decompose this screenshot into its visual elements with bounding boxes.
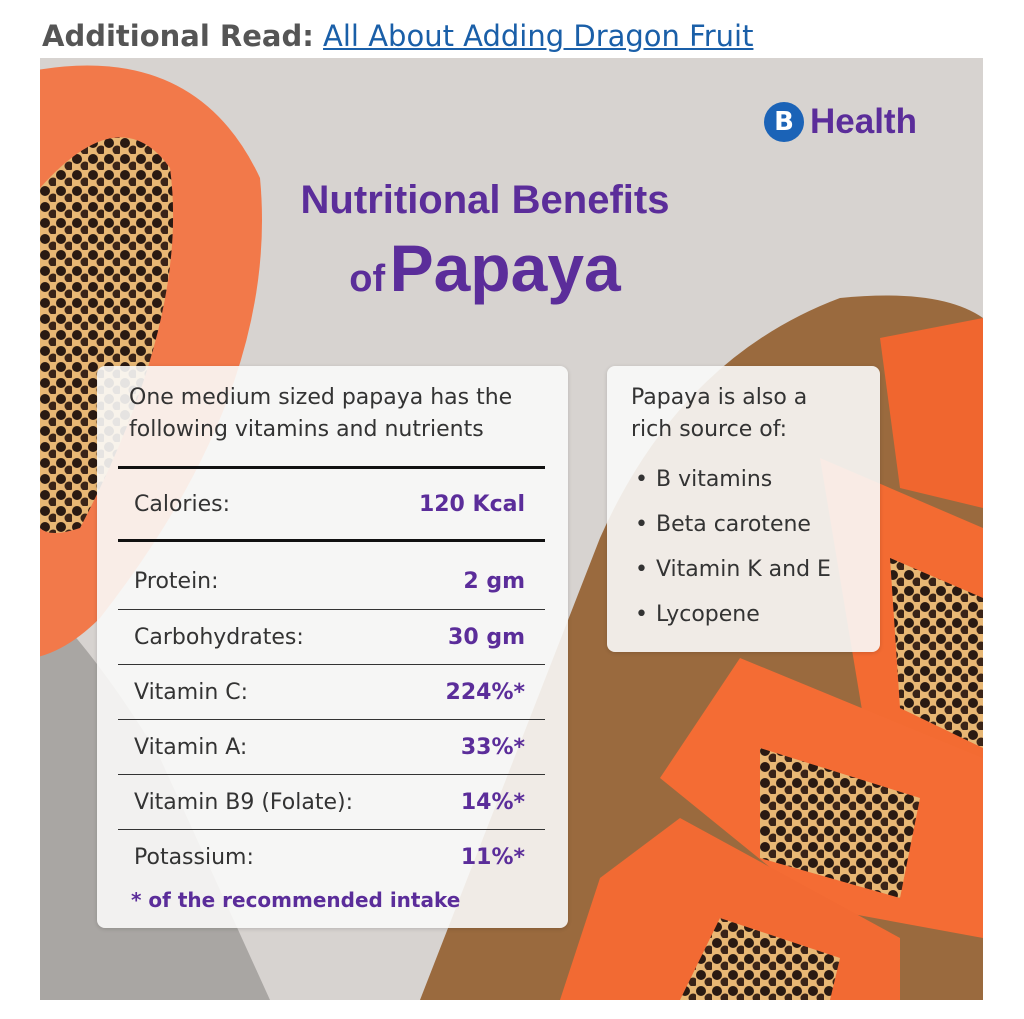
- article-link[interactable]: All About Adding Dragon Fruit: [323, 19, 754, 53]
- nutrient-amount: 224%*: [445, 679, 525, 705]
- nutrient-row: Protein: 2 gm: [118, 554, 545, 609]
- nutrient-amount: 14%*: [460, 789, 525, 815]
- nutrient-row: Vitamin B9 (Folate): 14%*: [118, 774, 545, 829]
- source-item: B vitamins: [635, 462, 831, 507]
- nutrient-row: Vitamin C: 224%*: [118, 664, 545, 719]
- infographic: B Health Nutritional Benefits of Papaya …: [40, 58, 983, 1000]
- footnote: * of the recommended intake: [131, 888, 461, 912]
- logo-name: Health: [810, 102, 917, 141]
- additional-read: Additional Read: All About Adding Dragon…: [42, 16, 753, 56]
- papaya-piece: [880, 318, 983, 508]
- nutrient-name: Calories:: [134, 491, 230, 517]
- source-item: Vitamin K and E: [635, 552, 831, 597]
- title-word: Papaya: [389, 231, 621, 305]
- nutrient-name: Potassium:: [134, 844, 254, 870]
- source-list: B vitaminsBeta caroteneVitamin K and ELy…: [635, 462, 831, 642]
- nutrient-amount: 30 gm: [448, 624, 525, 650]
- papaya-seeds: [40, 137, 174, 533]
- title-line: Nutritional Benefits: [300, 178, 670, 222]
- nutrient-name: Carbohydrates:: [134, 624, 304, 650]
- intro-line: following vitamins and nutrients: [129, 417, 484, 442]
- nutrient-row: Vitamin A: 33%*: [118, 719, 545, 774]
- source-item: Lycopene: [635, 597, 831, 642]
- nutrient-name: Vitamin A:: [134, 734, 248, 760]
- nutrient-row: Carbohydrates: 30 gm: [118, 609, 545, 664]
- sources-card: Papaya is also a rich source of: B vitami…: [607, 366, 880, 652]
- nutrient-amount: 33%*: [460, 734, 525, 760]
- papaya-seeds: [760, 748, 920, 898]
- nutrition-table: Calories: 120 Kcal Protein: 2 gm Carbohydrat…: [118, 466, 545, 884]
- label: Additional Read:: [42, 19, 314, 53]
- source-item: Beta carotene: [635, 507, 831, 552]
- card-intro: Papaya is also a rich source of:: [631, 382, 807, 446]
- intro-line: rich source of:: [631, 417, 788, 442]
- brand-logo: B Health: [764, 102, 917, 142]
- nutrition-card: One medium sized papaya has the following…: [97, 366, 568, 928]
- card-intro: One medium sized papaya has the following…: [129, 382, 512, 446]
- nutrient-name: Vitamin C:: [134, 679, 249, 705]
- papaya-seeds: [680, 918, 840, 1000]
- nutrient-amount: 120 Kcal: [418, 491, 525, 517]
- nutrient-row: Potassium: 11%*: [118, 829, 545, 884]
- nutrient-row: Calories: 120 Kcal: [118, 466, 545, 542]
- title-main: of Papaya: [40, 230, 930, 306]
- papaya-seeds: [890, 558, 983, 748]
- intro-line: One medium sized papaya has the: [129, 385, 513, 410]
- intro-line: Papaya is also a: [631, 385, 808, 410]
- logo-mark: B: [764, 102, 804, 142]
- nutrient-amount: 2 gm: [463, 569, 525, 594]
- nutrient-amount: 11%*: [460, 844, 525, 870]
- nutrient-name: Protein:: [134, 569, 219, 594]
- title-prefix: of: [349, 258, 386, 300]
- nutrient-name: Vitamin B9 (Folate):: [134, 789, 354, 815]
